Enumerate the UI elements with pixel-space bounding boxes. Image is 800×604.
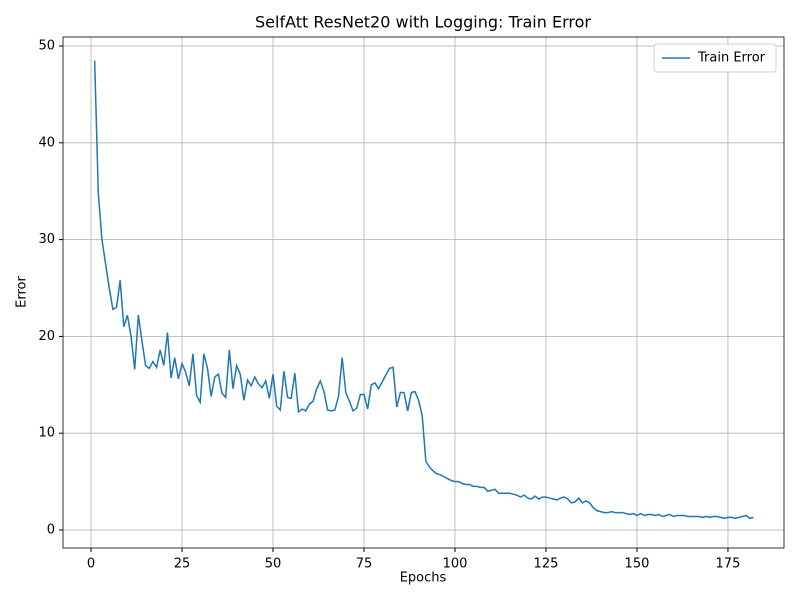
legend-label: Train Error <box>697 51 766 66</box>
chart-title: SelfAtt ResNet20 with Logging: Train Err… <box>255 13 591 32</box>
y-tick-label: 20 <box>38 329 55 344</box>
data-line <box>93 60 754 520</box>
x-tick-label: 75 <box>356 557 373 572</box>
y-tick-label: 0 <box>47 522 55 537</box>
x-tick-label: 150 <box>625 557 650 572</box>
x-tick-label: 125 <box>534 557 559 572</box>
x-tick-label: 100 <box>443 557 468 572</box>
x-tick-label: 50 <box>265 557 282 572</box>
y-tick-label: 40 <box>38 135 55 150</box>
y-tick-label: 50 <box>38 39 55 54</box>
y-axis-label: Error <box>15 276 30 308</box>
y-tick-label: 10 <box>38 426 55 441</box>
x-tick-label: 0 <box>87 557 95 572</box>
x-tick-label: 175 <box>716 557 741 572</box>
y-tick-label: 30 <box>38 232 55 247</box>
legend-box <box>653 43 777 73</box>
plot-frame <box>62 36 785 549</box>
x-tick-label: 25 <box>174 557 191 572</box>
x-axis-label: Epochs <box>400 571 447 586</box>
